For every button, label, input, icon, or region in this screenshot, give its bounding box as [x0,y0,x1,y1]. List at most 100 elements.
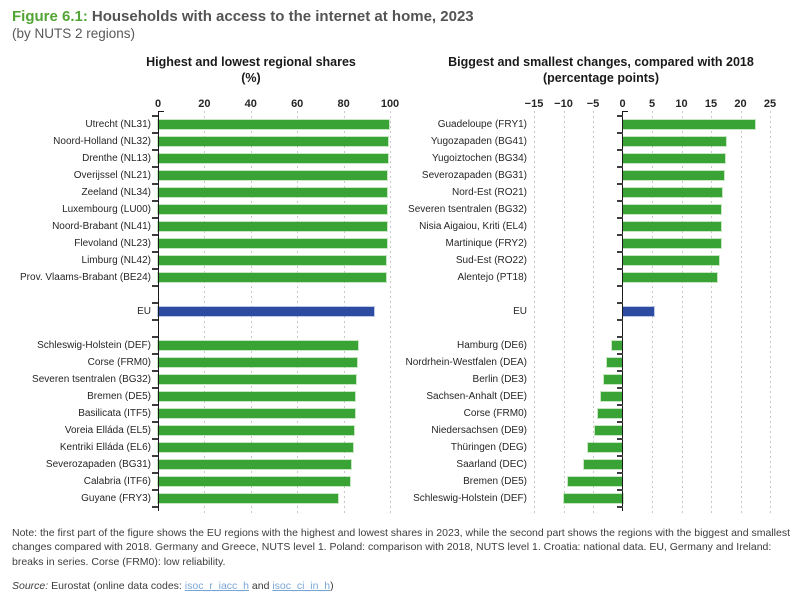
bar-row [534,167,770,184]
panel-shares-axis-labels: 0 20 40 60 80 100 [154,98,399,116]
bar [156,459,353,470]
x-tick-label: 25 [763,98,777,110]
bar [602,374,624,385]
bar-row [156,371,390,388]
panel-changes-axis-labels: −15 −10 −5 0 5 10 15 20 25 [525,98,776,116]
axis-tick [616,353,623,355]
row-label: Severen tsentralen (BG32) [32,374,151,385]
x-tick-label: 0 [154,98,162,110]
axis-tick [152,421,158,423]
row-label: Flevoland (NL23) [74,238,151,249]
row-label: Nisia Aigaiou, Kriti (EL4) [419,221,527,232]
data-code-link-2[interactable]: isoc_ci_in_h [272,579,331,592]
axis-tick [152,319,158,321]
row-label: Basilicata (ITF5) [78,408,151,419]
gridline [563,111,565,513]
row-label: Prov. Vlaams-Brabant (BE24) [20,272,151,283]
bar-row [156,252,390,269]
axis-tick [152,302,158,304]
row-label: Bremen (DE5) [87,391,151,402]
bar-row [157,201,390,218]
axis-tick [616,217,623,219]
bar-row [156,456,390,473]
panel-shares-title: Highest and lowest regional shares [146,55,356,69]
spacer-label [402,320,534,337]
gridline [711,111,712,513]
x-tick-label: −5 [586,98,600,110]
bar-row [534,456,770,473]
bar-row [156,184,390,201]
x-tick-label: 60 [291,98,304,110]
x-tick-label: 80 [337,98,350,110]
bar-row [534,133,770,150]
bar-row [156,422,390,439]
bar-row [156,269,390,286]
axis-tick [152,285,158,287]
bar-row [156,133,390,150]
axis-tick [616,455,623,457]
axis-tick [152,251,158,253]
row-label: Sachsen-Anhalt (DEE) [426,391,527,402]
figure-source: Source: Eurostat (online data codes: iso… [12,580,791,592]
axis-tick [152,387,158,389]
bar-row [534,371,770,388]
panel-changes: Biggest and smallest changes, compared w… [402,54,776,513]
axis-tick [152,370,158,372]
bar-row [534,201,770,218]
axis-tick [616,506,623,508]
figure-note: Note: the first part of the figure shows… [12,527,791,568]
row-label: Utrecht (NL31) [85,119,151,130]
bar [156,136,390,147]
row-label: Luxembourg (LU00) [62,204,151,215]
bar-row [534,269,770,286]
bar [621,170,725,181]
axis-tick [616,489,623,491]
axis-tick [616,166,623,168]
bar [621,221,723,232]
row-label: Nord-Est (RO21) [451,187,527,198]
row-label: Bremen (DE5) [463,476,527,487]
row-label: Overijssel (NL21) [73,170,151,181]
source-text-post: ) [330,579,334,592]
bar-row [156,116,391,133]
spacer-label [402,286,534,303]
bar-row [534,235,770,252]
bar-row [534,405,770,422]
bar-row [157,405,390,422]
bar-row [534,303,770,320]
x-tick-label: −15 [524,98,544,110]
source-text-mid: and [248,579,273,592]
spacer-row [158,286,390,303]
panel-changes-title: Biggest and smallest changes, compared w… [448,55,754,69]
data-code-link-1[interactable]: isoc_r_iacc_h [184,579,249,592]
row-label: Sud-Est (RO22) [455,255,527,266]
row-label: Guadeloupe (FRY1) [437,119,527,130]
eu-bar [621,306,656,317]
axis-tick [616,404,623,406]
bar [621,187,723,198]
gridline [593,111,594,513]
gridline [681,111,683,513]
row-label: Yugoiztochen (BG34) [431,153,527,164]
row-label: Guyane (FRY3) [81,493,151,504]
y-axis-line [622,111,623,511]
gridline [390,111,391,513]
row-label: Severen tsentralen (BG32) [408,204,527,215]
bar [621,119,756,130]
bar [156,357,359,368]
bar-row [534,337,770,354]
axis-tick [152,472,158,474]
bar [596,408,624,419]
row-label: Corse (FRM0) [463,408,527,419]
axis-tick [152,234,158,236]
spacer-label [12,286,158,303]
row-label: Severozapaden (BG31) [421,170,527,181]
axis-tick [152,404,158,406]
bar-row [156,354,390,371]
row-label: Saarland (DEC) [456,459,527,470]
bar [156,119,391,130]
row-label: Noord-Brabant (NL41) [52,221,151,232]
bar-row [156,150,390,167]
bar [157,221,388,232]
